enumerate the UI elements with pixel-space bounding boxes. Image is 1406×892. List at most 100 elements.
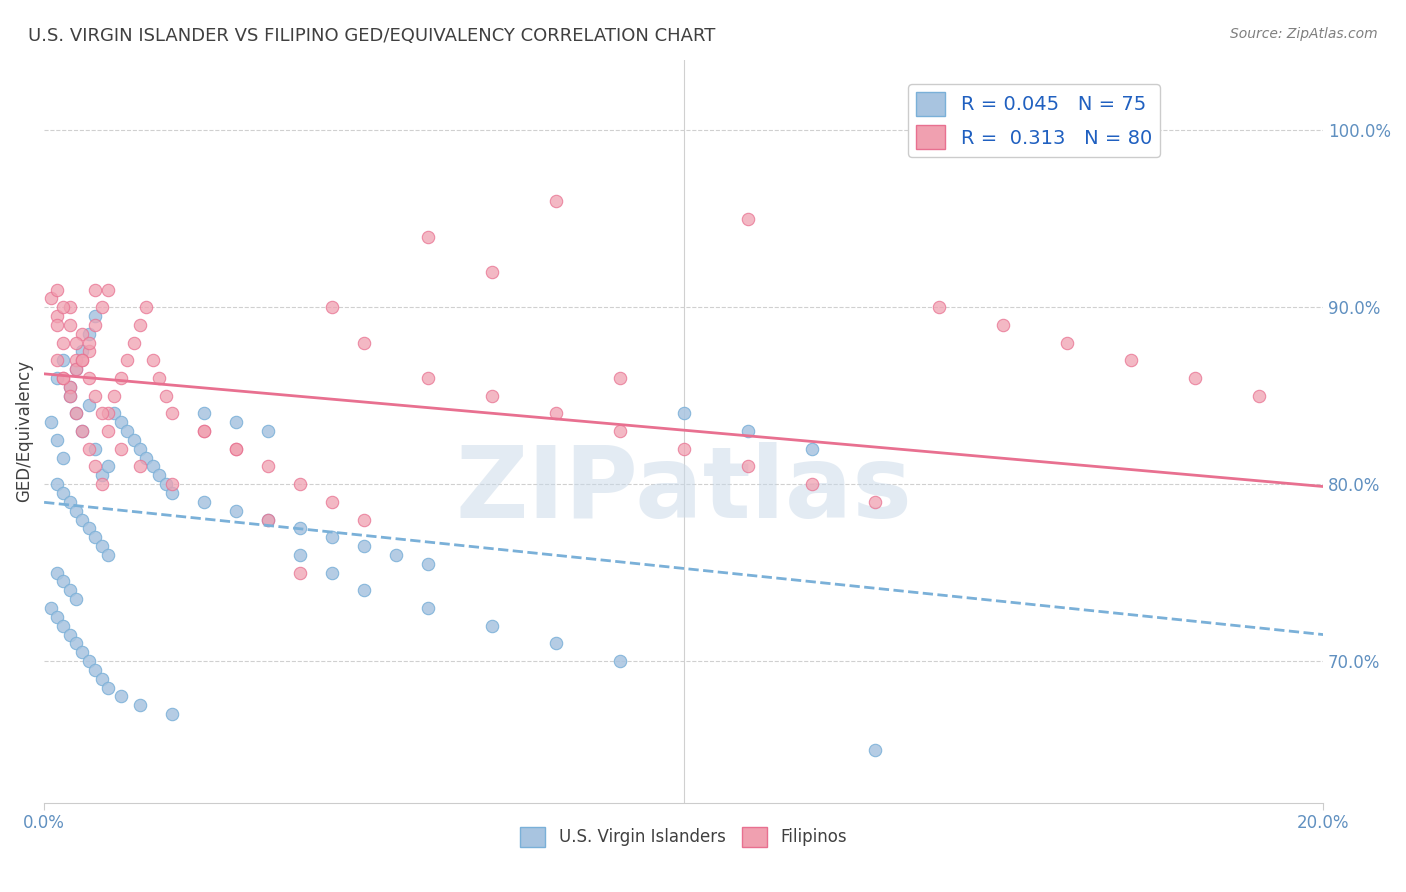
Point — [72, 424, 94, 438]
Point — [928, 300, 950, 314]
Point — [45, 610, 67, 624]
Point — [672, 406, 695, 420]
Point — [59, 583, 82, 598]
Point — [481, 389, 503, 403]
Point — [993, 318, 1015, 332]
Point — [129, 698, 152, 713]
Point — [672, 442, 695, 456]
Point — [737, 211, 759, 226]
Point — [52, 371, 75, 385]
Point — [77, 398, 100, 412]
Point — [416, 371, 439, 385]
Point — [160, 477, 183, 491]
Point — [52, 486, 75, 500]
Point — [544, 194, 567, 208]
Point — [59, 627, 82, 641]
Point — [84, 442, 107, 456]
Point — [225, 442, 247, 456]
Point — [193, 424, 215, 438]
Point — [45, 477, 67, 491]
Point — [77, 326, 100, 341]
Point — [45, 433, 67, 447]
Text: U.S. VIRGIN ISLANDER VS FILIPINO GED/EQUIVALENCY CORRELATION CHART: U.S. VIRGIN ISLANDER VS FILIPINO GED/EQU… — [28, 27, 716, 45]
Point — [865, 495, 887, 509]
Point — [385, 548, 408, 562]
Point — [90, 539, 112, 553]
Point — [97, 406, 120, 420]
Point — [353, 539, 375, 553]
Point — [103, 389, 125, 403]
Y-axis label: GED/Equivalency: GED/Equivalency — [15, 360, 32, 502]
Point — [416, 601, 439, 615]
Point — [65, 636, 87, 650]
Point — [52, 335, 75, 350]
Point — [148, 468, 170, 483]
Point — [321, 495, 343, 509]
Point — [52, 618, 75, 632]
Point — [45, 309, 67, 323]
Point — [59, 380, 82, 394]
Point — [65, 335, 87, 350]
Point — [103, 406, 125, 420]
Point — [90, 406, 112, 420]
Point — [193, 406, 215, 420]
Point — [72, 326, 94, 341]
Point — [84, 318, 107, 332]
Point — [416, 229, 439, 244]
Point — [800, 442, 823, 456]
Point — [59, 300, 82, 314]
Point — [77, 654, 100, 668]
Point — [225, 504, 247, 518]
Point — [45, 318, 67, 332]
Point — [737, 424, 759, 438]
Point — [129, 318, 152, 332]
Point — [160, 707, 183, 722]
Point — [59, 495, 82, 509]
Point — [84, 530, 107, 544]
Point — [321, 530, 343, 544]
Point — [225, 442, 247, 456]
Point — [52, 371, 75, 385]
Point — [77, 344, 100, 359]
Point — [97, 283, 120, 297]
Point — [59, 389, 82, 403]
Point — [135, 450, 157, 465]
Point — [609, 371, 631, 385]
Point — [288, 521, 311, 535]
Point — [481, 265, 503, 279]
Point — [52, 450, 75, 465]
Point — [72, 344, 94, 359]
Point — [84, 459, 107, 474]
Point — [353, 335, 375, 350]
Point — [155, 477, 177, 491]
Point — [65, 362, 87, 376]
Point — [353, 583, 375, 598]
Point — [84, 663, 107, 677]
Point — [257, 512, 280, 526]
Point — [59, 318, 82, 332]
Point — [72, 424, 94, 438]
Point — [72, 353, 94, 368]
Point — [90, 300, 112, 314]
Point — [321, 300, 343, 314]
Point — [155, 389, 177, 403]
Point — [416, 557, 439, 571]
Text: ZIPatlas: ZIPatlas — [456, 442, 912, 539]
Point — [97, 424, 120, 438]
Point — [148, 371, 170, 385]
Point — [257, 459, 280, 474]
Point — [288, 566, 311, 580]
Point — [39, 415, 62, 429]
Point — [84, 309, 107, 323]
Point — [800, 477, 823, 491]
Point — [45, 566, 67, 580]
Point — [77, 371, 100, 385]
Point — [90, 468, 112, 483]
Point — [321, 566, 343, 580]
Point — [84, 389, 107, 403]
Point — [1184, 371, 1206, 385]
Point — [865, 742, 887, 756]
Point — [39, 292, 62, 306]
Point — [288, 477, 311, 491]
Point — [129, 442, 152, 456]
